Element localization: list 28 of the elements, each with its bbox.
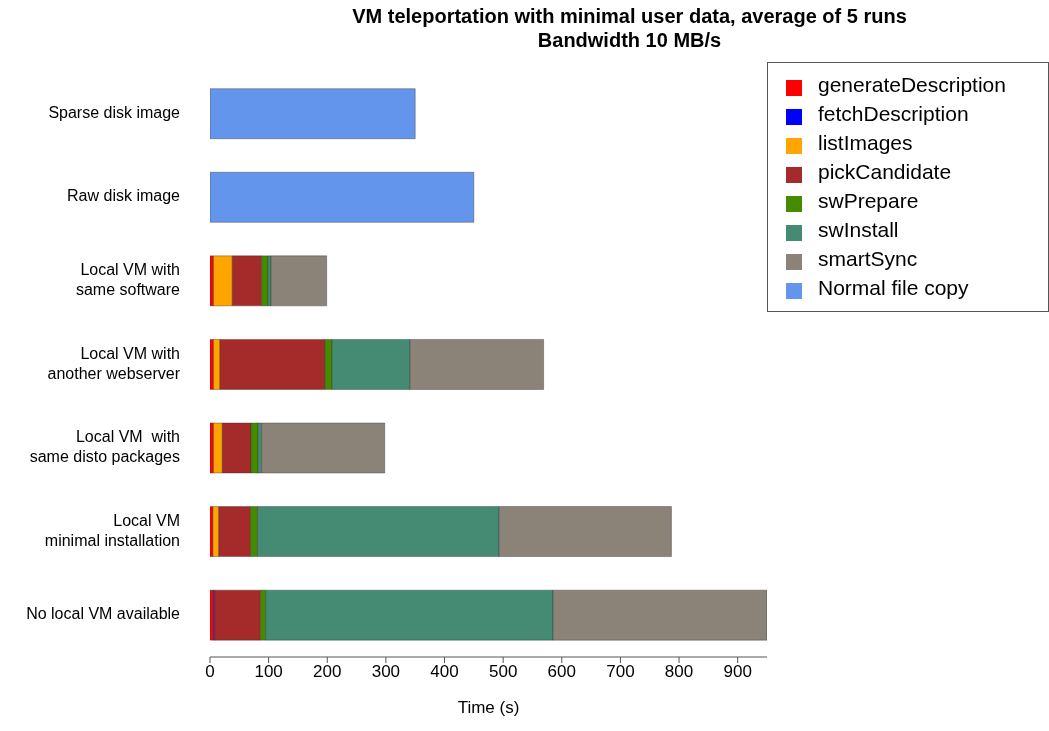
x-tick-label: 0 [205, 662, 215, 682]
y-tick-label: No local VM available [26, 605, 181, 623]
x-tick-label: 800 [664, 662, 694, 682]
legend-label: swPrepare [818, 189, 919, 212]
legend-label: Normal file copy [818, 276, 969, 299]
x-tick-label: 100 [254, 662, 283, 682]
x-tick-label: 700 [606, 662, 635, 682]
y-tick-label: Local VM minimal installation [44, 511, 180, 549]
legend-label: fetchDescription [818, 102, 969, 125]
x-tick-label: 600 [547, 662, 576, 682]
legend-label: pickCandidate [818, 160, 952, 183]
x-tick-label: 400 [430, 662, 459, 682]
chart-title: VM teleportation with minimal user data, average of 5 runs [351, 4, 908, 28]
chart-subtitle: Bandwidth 10 MB/s [536, 28, 723, 52]
legend-label: swInstall [818, 218, 899, 241]
legend-label: smartSync [818, 247, 918, 270]
legend-label: generateDescription [818, 73, 1006, 96]
legend-label: listImages [818, 131, 913, 154]
x-tick-label: 300 [371, 662, 401, 682]
y-tick-label: Raw disk image [67, 187, 181, 205]
x-tick-label: 500 [488, 662, 518, 682]
y-tick-label: Local VM with another webserver [47, 344, 181, 382]
y-tick-label: Local VM with same software [75, 261, 181, 299]
x-axis-title: Time (s) [457, 698, 520, 717]
y-tick-label: Sparse disk image [48, 104, 181, 122]
y-tick-label: Local VM with same disto packages [29, 428, 180, 466]
x-tick-label: 200 [313, 662, 342, 682]
x-tick-label: 900 [723, 662, 752, 682]
